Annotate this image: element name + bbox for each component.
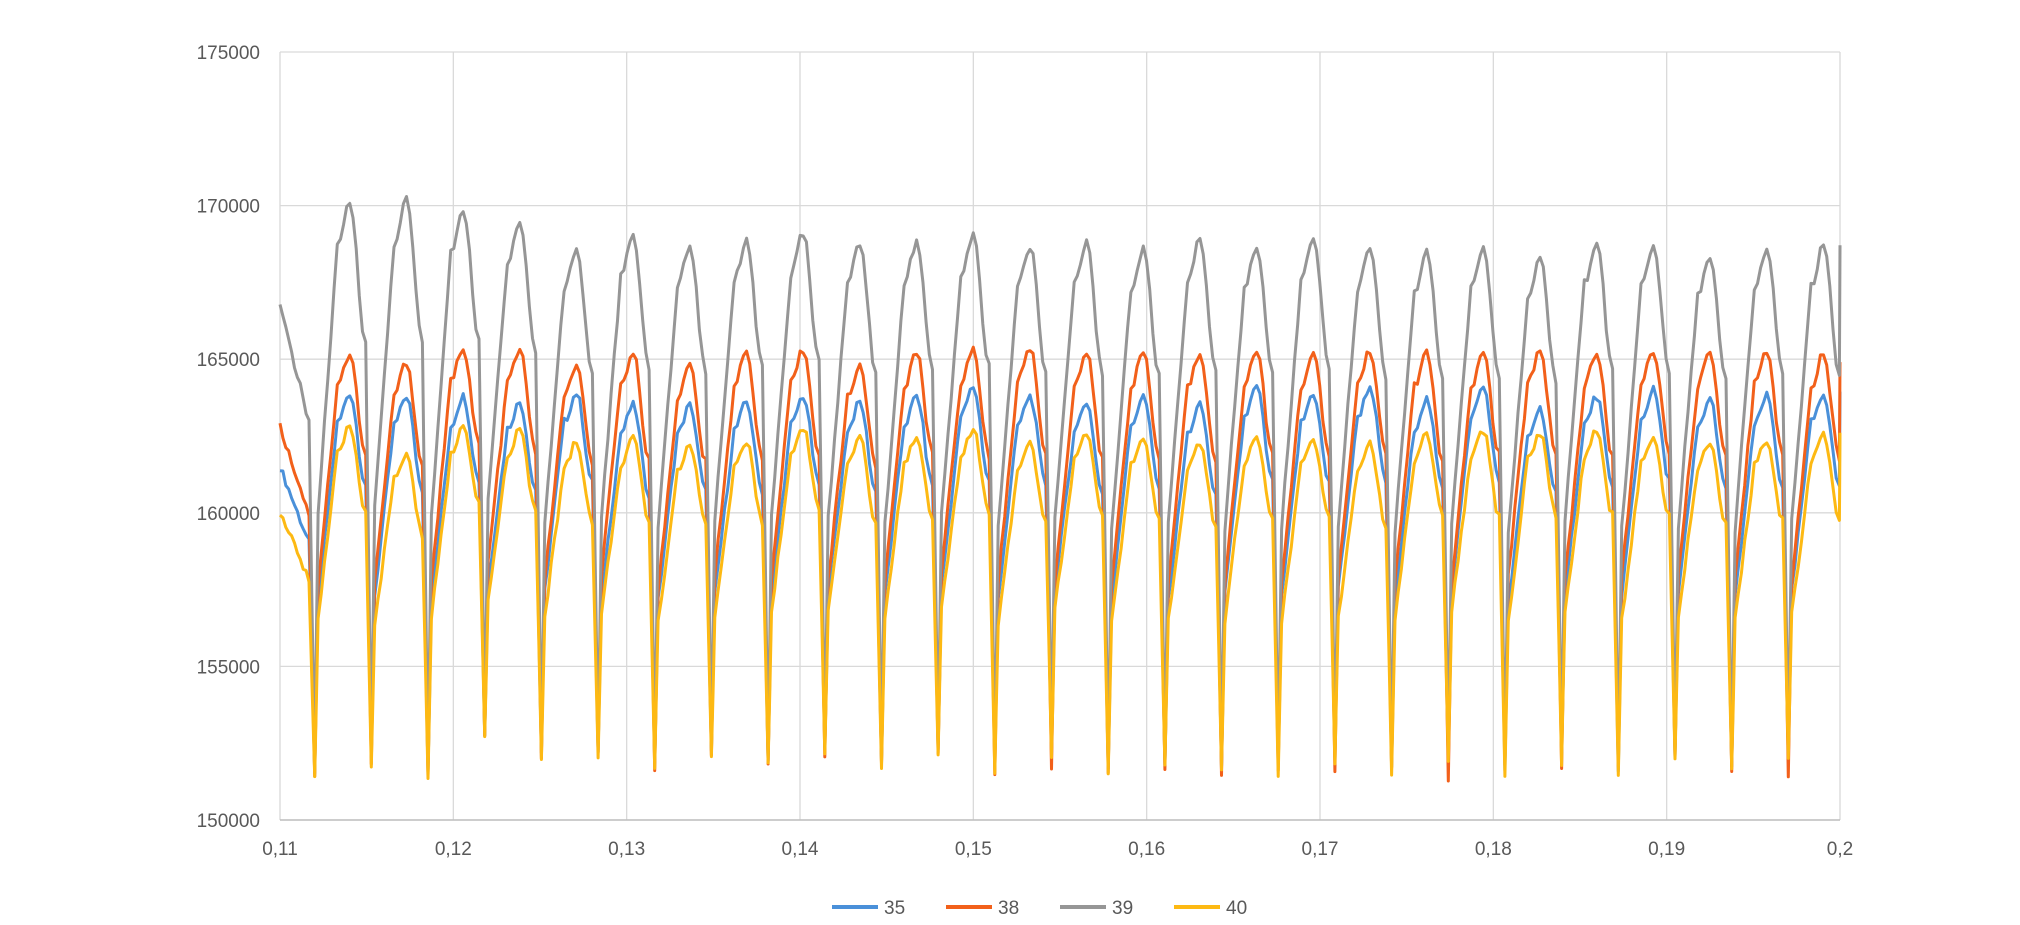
legend-item-38: 38 (946, 898, 1019, 919)
x-tick-label: 0,15 (955, 839, 992, 860)
x-tick-label: 0,13 (608, 839, 645, 860)
legend-item-35: 35 (832, 898, 905, 919)
x-tick-label: 0,16 (1128, 839, 1165, 860)
x-tick-label: 0,11 (262, 839, 298, 860)
series-line-40 (278, 424, 1842, 780)
x-tick-label: 0,18 (1475, 839, 1512, 860)
x-tick-label: 0,19 (1648, 839, 1685, 860)
legend-label: 39 (1112, 898, 1133, 919)
legend-label: 35 (884, 898, 905, 919)
x-tick-label: 0,17 (1302, 839, 1339, 860)
y-tick-label: 175000 (197, 43, 260, 64)
y-tick-label: 160000 (197, 504, 260, 525)
y-tick-label: 155000 (197, 657, 260, 678)
series-group (278, 195, 1842, 783)
legend-label: 40 (1226, 898, 1247, 919)
x-tick-label: 0,2 (1827, 839, 1853, 860)
grid (279, 51, 1841, 821)
legend-item-40: 40 (1174, 898, 1247, 919)
x-axis-tick-labels: 0,11 0,12 0,13 0,14 0,15 0,16 0,17 0,18 0,19 0,2 (262, 839, 1853, 860)
legend-item-39: 39 (1060, 898, 1133, 919)
y-tick-label: 165000 (197, 350, 260, 371)
y-tick-label: 170000 (197, 197, 260, 218)
y-axis-tick-labels: 150000 155000 160000 165000 170000 175000 (197, 43, 260, 832)
x-tick-label: 0,14 (782, 839, 819, 860)
legend: 35 38 39 40 (832, 898, 1247, 919)
x-tick-label: 0,12 (435, 839, 472, 860)
legend-label: 38 (998, 898, 1019, 919)
y-tick-label: 150000 (197, 811, 260, 832)
